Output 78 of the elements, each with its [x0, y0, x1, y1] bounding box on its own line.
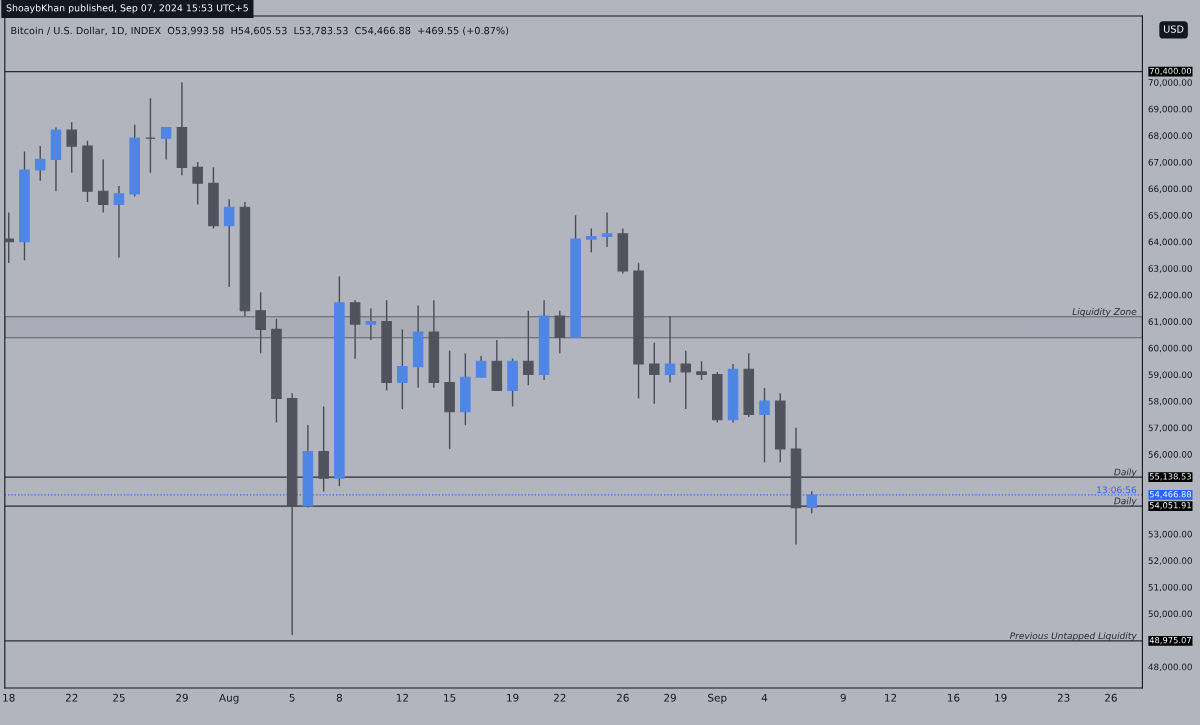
x-tick-label: 29	[664, 693, 676, 702]
y-tick-label: 63,000.00	[1148, 265, 1192, 273]
x-tick-label: 16	[947, 693, 960, 702]
x-tick-label: 4	[761, 693, 768, 702]
x-tick-label: 19	[995, 693, 1007, 702]
candlestick	[97, 158, 109, 214]
x-tick-label: 23	[1057, 693, 1070, 702]
y-tick-label: 70,000.00	[1148, 79, 1192, 87]
x-tick-label: 29	[176, 693, 188, 702]
y-tick-label: 56,000.00	[1148, 451, 1192, 459]
band-label: Liquidity Zone	[1072, 308, 1137, 317]
candlestick	[806, 490, 818, 514]
candlestick	[4, 211, 15, 264]
ref-line-label: Daily	[1114, 497, 1137, 507]
y-tick-label: 48,975.07	[1149, 636, 1191, 645]
candlestick	[696, 360, 707, 381]
candlestick	[664, 315, 676, 384]
x-tick-label: 8	[336, 693, 342, 702]
y-axis-title: USD	[1164, 25, 1184, 33]
y-tick-label: 57,000.00	[1148, 424, 1192, 433]
ref-line-label: Previous Untapped Liquidity	[1009, 632, 1137, 641]
y-tick-label: 61,000.00	[1148, 318, 1192, 326]
x-tick-label: 12	[884, 693, 897, 702]
candlestick	[255, 291, 266, 355]
candlestick	[397, 328, 408, 410]
y-tick-label: 55,138.53	[1149, 473, 1191, 481]
x-tick-label: 9	[840, 693, 846, 702]
y-tick-label: 48,000.00	[1148, 663, 1192, 672]
x-tick-label: 26	[1105, 693, 1117, 702]
y-tick-label: 65,000.00	[1148, 212, 1192, 220]
y-tick-label: 58,000.00	[1148, 397, 1192, 406]
y-tick-label: 54,466.88	[1149, 491, 1192, 499]
y-tick-label: 59,000.00	[1148, 371, 1192, 379]
candlestick	[66, 121, 77, 174]
candlestick	[145, 97, 156, 174]
y-tick-label: 50,000.00	[1148, 610, 1192, 618]
y-tick-label: 54,051.91	[1149, 502, 1191, 510]
y-tick-label: 66,000.00	[1148, 185, 1192, 193]
candlestick	[349, 299, 361, 360]
x-tick-label: 22	[65, 693, 78, 702]
x-tick-label: 15	[444, 693, 456, 702]
candlestick	[680, 349, 692, 410]
y-tick-label: 68,000.00	[1148, 132, 1192, 140]
y-tick-label: 51,000.00	[1148, 583, 1192, 592]
candlestick	[649, 341, 660, 405]
x-tick-label: 26	[616, 693, 629, 702]
candlestick	[759, 387, 770, 463]
candlestick	[475, 355, 487, 378]
candlestick	[523, 310, 534, 386]
chart-subtitle: ShoaybKhan published, Sep 07, 2024 15:53 UTC+5	[6, 4, 248, 14]
x-tick-label: 5	[289, 693, 295, 702]
candlestick	[365, 307, 377, 341]
annotation: 13:06:56	[1097, 486, 1137, 494]
candlestick	[554, 310, 566, 355]
x-tick-label: 22	[553, 693, 566, 702]
candlestick	[34, 145, 46, 182]
candlestick	[113, 185, 125, 259]
y-tick-label: 67,000.00	[1148, 158, 1192, 167]
y-tick-label: 52,000.00	[1148, 557, 1192, 565]
x-tick-label: Aug	[219, 693, 239, 704]
y-tick-label: 60,000.00	[1148, 344, 1192, 353]
x-tick-label: 12	[396, 693, 408, 702]
candlestick	[586, 227, 597, 254]
y-tick-label: 70,400.00	[1149, 67, 1192, 75]
ref-line-label: Daily	[1114, 468, 1137, 478]
candlestick	[160, 126, 172, 161]
y-tick-label: 53,000.00	[1148, 530, 1192, 539]
y-tick-label: 69,000.00	[1148, 105, 1192, 114]
y-tick-label: 64,000.00	[1148, 238, 1192, 247]
candlestick	[601, 211, 613, 248]
x-tick-label: 25	[113, 693, 125, 702]
text: Bitcoin / U.S. Dollar, 1D, INDEX O53,993.58 H54,605.53 L53,783.53 C54,466.88 +469.55 (+0.87%)	[11, 26, 509, 36]
x-tick-label: 19	[507, 693, 519, 702]
x-tick-label: 18	[3, 693, 15, 702]
candlestick	[192, 161, 203, 206]
y-tick-label: 62,000.00	[1148, 291, 1192, 300]
x-tick-label: Sep	[708, 693, 727, 704]
candlestick	[223, 198, 235, 288]
